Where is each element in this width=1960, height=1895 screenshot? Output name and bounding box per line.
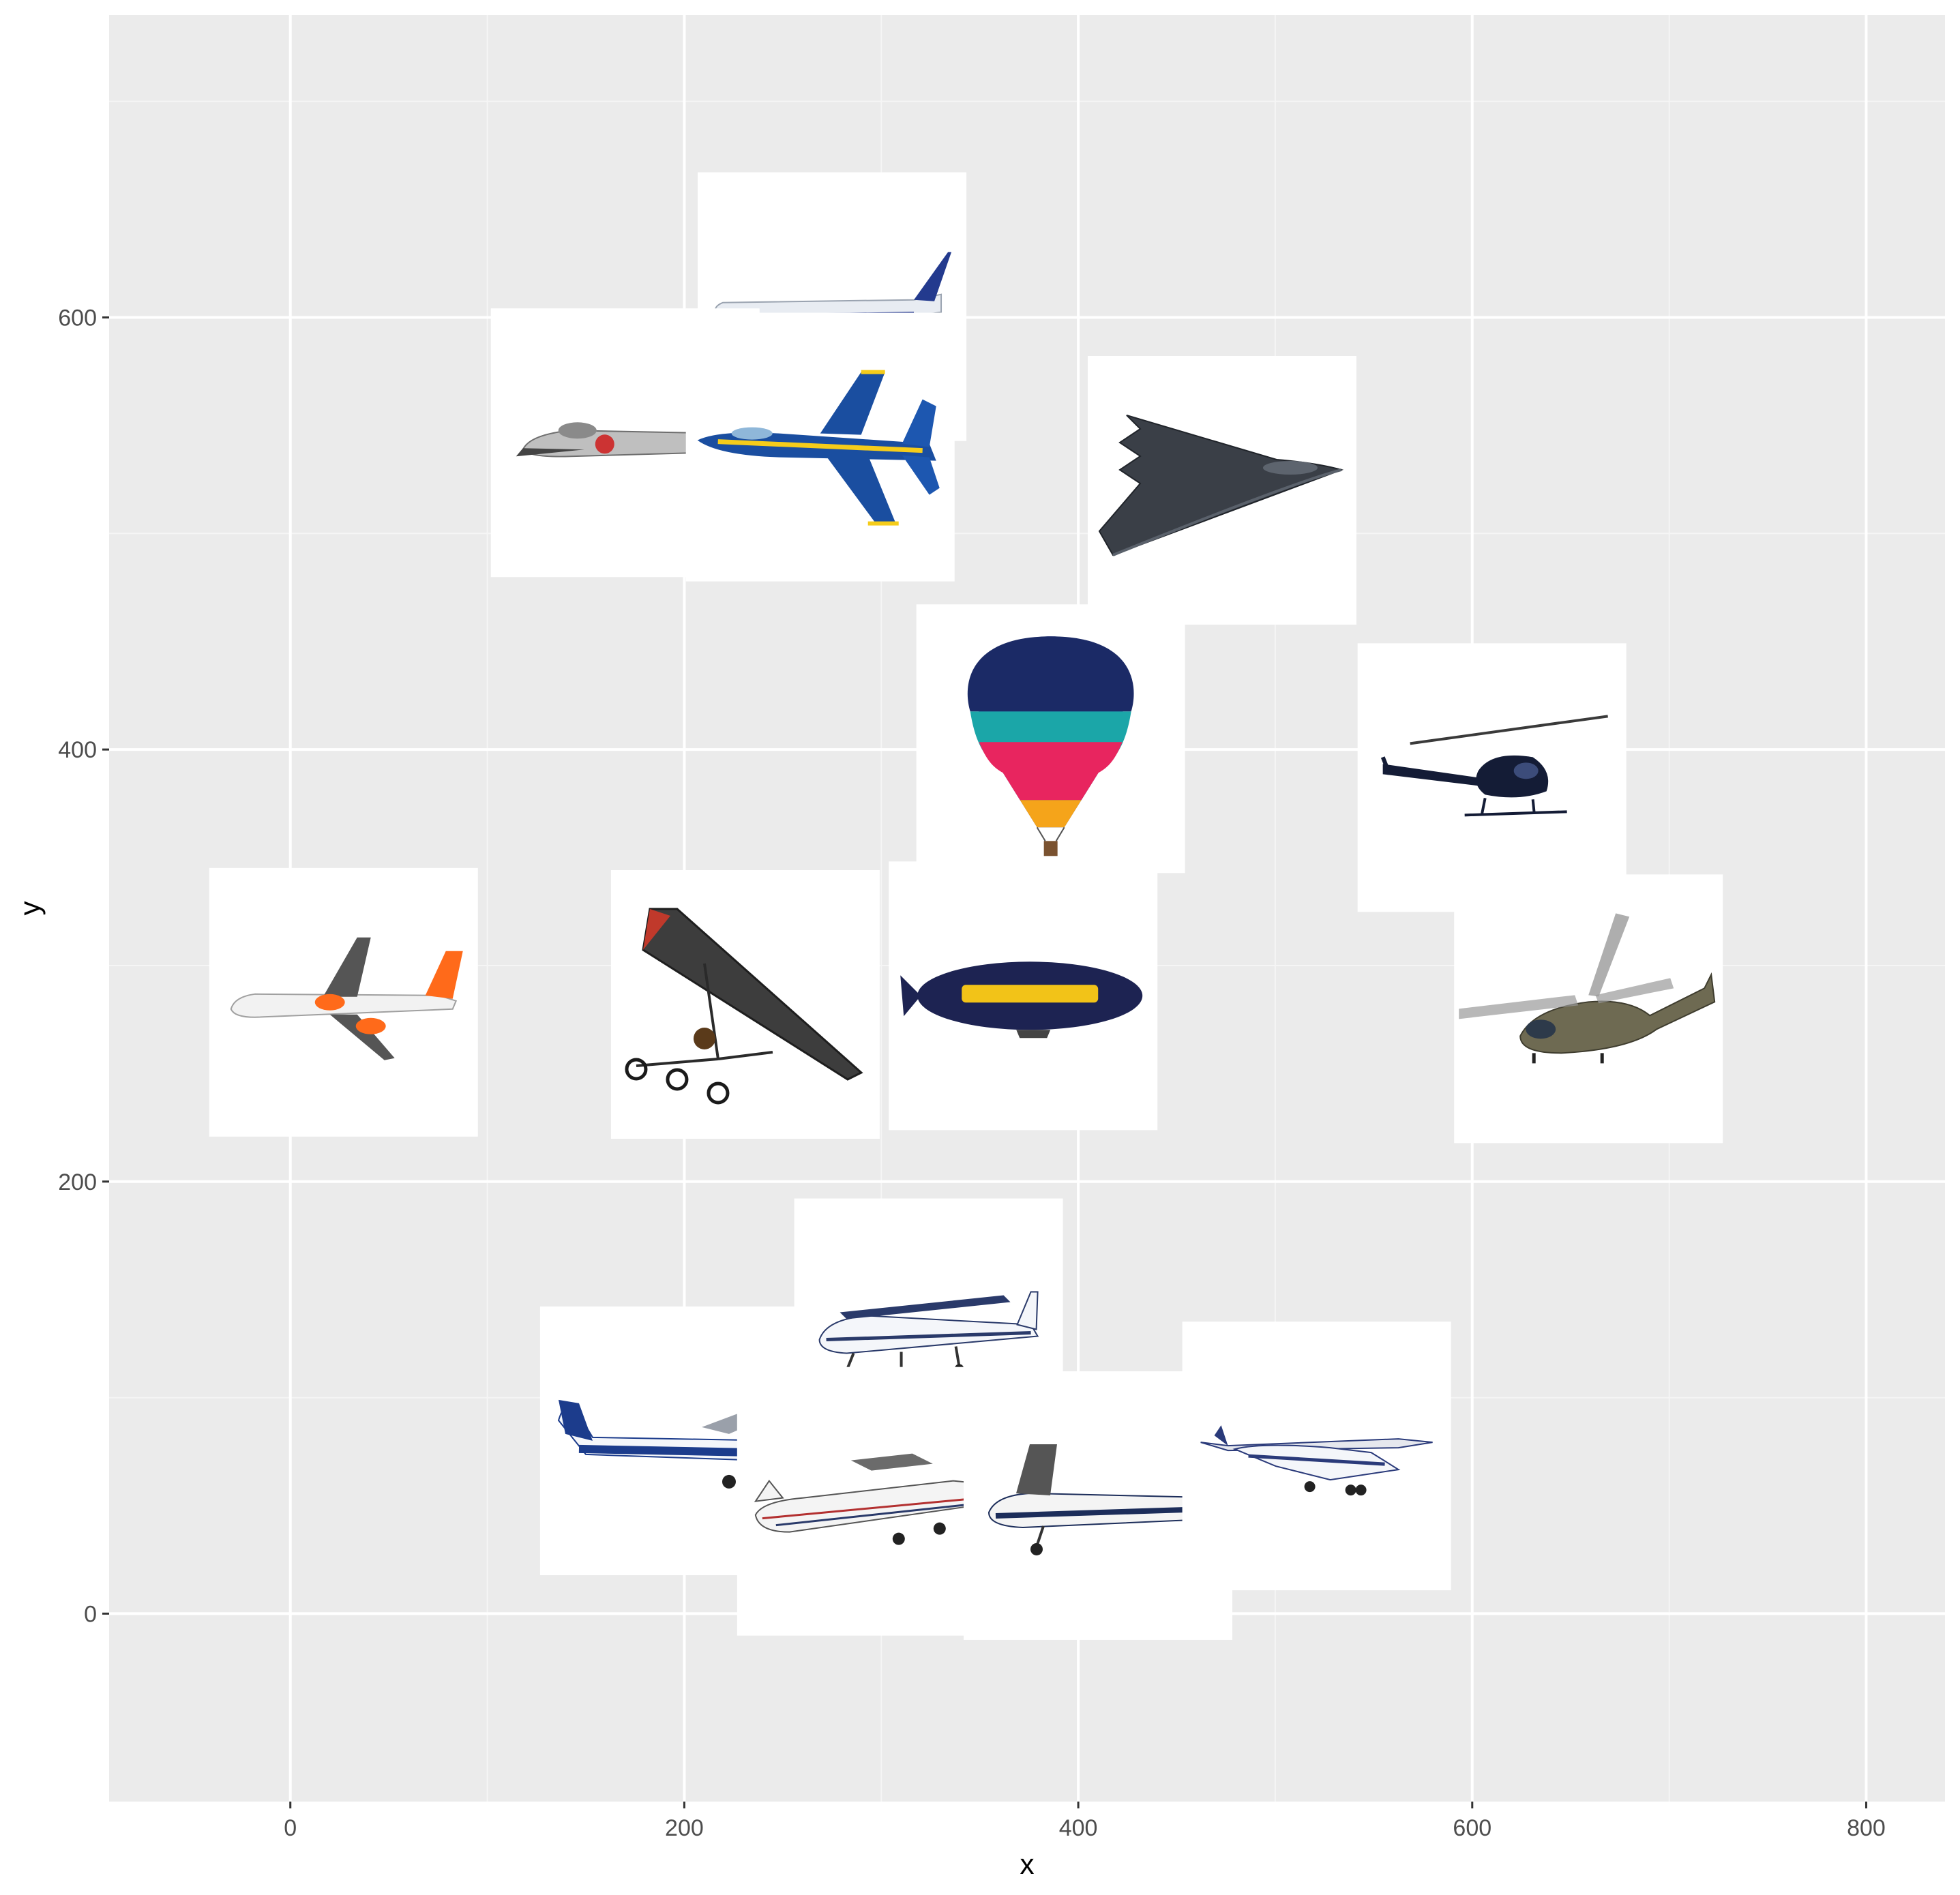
point-hot-air-balloon <box>916 604 1185 874</box>
point-goodyear-blimp <box>889 861 1158 1131</box>
x-tick-label: 0 <box>284 1815 297 1841</box>
cessna-g-jmke-icon <box>754 1453 989 1545</box>
point-helicopter-camouflage <box>1454 874 1723 1144</box>
point-cessna-high-wing-blue <box>1182 1322 1451 1591</box>
y-tick-label: 0 <box>84 1601 97 1627</box>
point-microlight-trike <box>610 869 880 1139</box>
y-tick-label: 200 <box>58 1169 97 1195</box>
x-tick-label: 200 <box>665 1815 704 1841</box>
stealth-bomber-icon <box>1098 415 1344 556</box>
x-tick-label: 400 <box>1059 1815 1098 1841</box>
goodyear-blimp-icon <box>900 961 1143 1039</box>
cessna-high-wing-blue-icon <box>1200 1425 1433 1496</box>
cessna-tail-n35f5-icon <box>818 1291 1039 1377</box>
x-tick-label: 600 <box>1453 1815 1491 1841</box>
point-helicopter-black <box>1357 643 1627 912</box>
x-tick-label: 800 <box>1847 1815 1886 1841</box>
image-markers <box>209 172 1723 1640</box>
point-stealth-bomber <box>1087 355 1356 625</box>
microlight-trike-icon <box>625 908 863 1105</box>
helicopter-camouflage-icon <box>1459 913 1716 1064</box>
y-tick-label: 400 <box>58 737 97 763</box>
airliner-orange-tail-icon <box>230 937 463 1060</box>
axes: 0 200 400 600 800 0 200 400 600 <box>58 305 1886 1841</box>
point-airliner-orange-tail <box>209 867 478 1137</box>
x-axis-title: x <box>1020 1848 1035 1880</box>
point-fighter-jet-blue-yellow <box>685 312 955 582</box>
y-tick-label: 600 <box>58 305 97 331</box>
y-axis-title: y <box>14 901 46 916</box>
helicopter-black-icon <box>1380 715 1608 817</box>
hot-air-balloon-icon <box>967 636 1134 856</box>
point-cessna-g-jmke <box>737 1367 1006 1636</box>
fighter-jet-blue-yellow-icon <box>697 370 940 526</box>
